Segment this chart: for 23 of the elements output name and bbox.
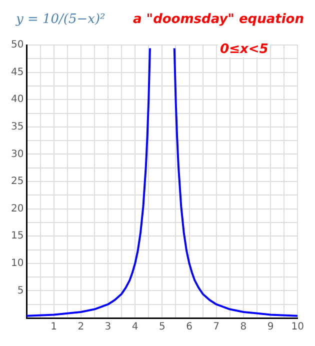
y-tick-label: 25 [10,176,24,188]
x-tick-label: 6 [186,322,192,333]
x-tick-label: 1 [50,322,58,333]
y-tick-label: 15 [10,230,24,242]
x-tick-label: 8 [240,322,247,333]
y-tick-label: 5 [17,285,24,296]
x-tick-label: 10 [291,322,304,333]
y-tick-label: 30 [10,148,24,160]
y-tick-label: 10 [10,258,24,269]
x-tick-label: 4 [132,322,138,333]
x-tick-label: 5 [158,322,166,333]
text: y = 10/(5−x)² [16,12,106,27]
x-tick-label: 3 [104,322,112,333]
annotation: 0≤x<5 [218,42,270,57]
y-tick-label: 50 [10,40,24,51]
y-tick-label: 20 [10,203,24,214]
x-tick-label: 2 [78,322,84,333]
y-tick-label: 40 [10,94,24,106]
y-tick-label: 35 [10,121,24,132]
x-tick-label: 9 [267,322,274,333]
y-tick-label: 45 [10,66,24,78]
text: a "doomsday" equation [133,12,304,27]
x-tick-label: 7 [213,322,220,333]
